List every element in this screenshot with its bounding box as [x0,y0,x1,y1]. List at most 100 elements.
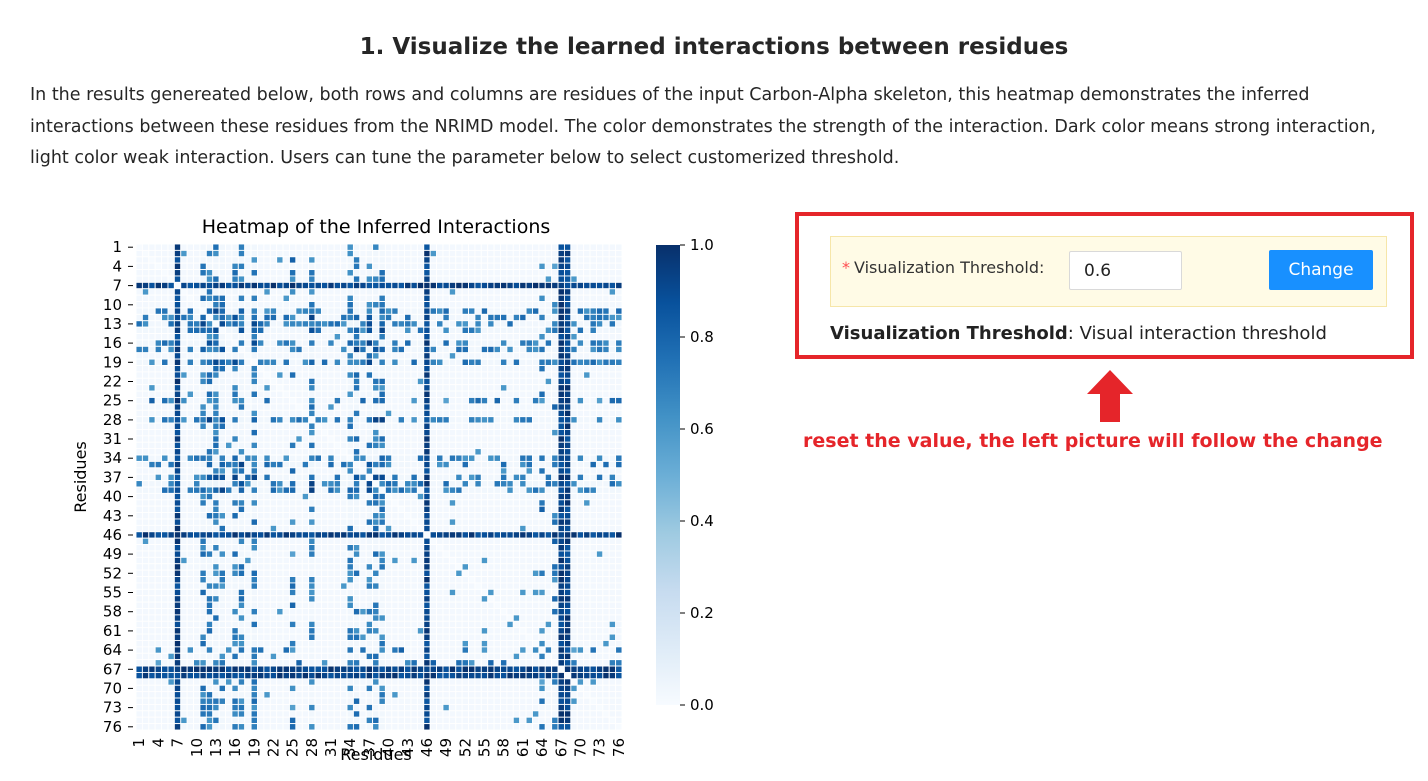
heatmap-cell [257,294,265,303]
heatmap-cell [500,454,508,462]
heatmap-cell [608,460,617,469]
heatmap-cell [551,313,559,322]
heatmap-cell [416,614,425,622]
heatmap-cell [397,448,406,456]
heatmap-cell [378,486,386,494]
heatmap-cell [231,608,239,616]
heatmap-cell [378,448,386,456]
heatmap-cell [225,249,233,258]
heatmap-cell [397,435,406,443]
heatmap-cell [506,275,514,283]
heatmap-cell [359,627,367,635]
heatmap-cell [512,428,521,437]
heatmap-cell [308,269,316,277]
heatmap-cell [493,345,501,354]
heatmap-cell [327,275,335,283]
heatmap-cell [244,294,252,303]
heatmap-cell [474,345,482,354]
heatmap-cell [141,460,150,469]
heatmap-cell [404,614,412,622]
heatmap-cell [333,608,342,616]
heatmap-cell [397,563,406,571]
heatmap-cell [378,499,386,507]
heatmap-cell [564,435,572,443]
heatmap-cell [493,588,501,597]
heatmap-cell [289,435,297,443]
heatmap-cell [141,384,150,392]
heatmap-cell [378,377,386,386]
heatmap-cell [480,499,489,507]
heatmap-cell [333,320,342,328]
heatmap-cell [506,403,514,411]
heatmap-cell [346,422,354,430]
heatmap-cell [602,512,610,520]
heatmap-cell [218,640,226,648]
heatmap-cell [615,499,623,507]
heatmap-cell [327,467,335,475]
heatmap-cell [148,467,156,475]
heatmap-cell [141,288,150,296]
heatmap-cell [308,563,316,571]
heatmap-cell [154,531,163,539]
heatmap-cell [173,409,182,418]
heatmap-cell [199,249,207,258]
heatmap-cell [308,499,316,507]
heatmap-cell [167,294,175,303]
heatmap-cell [340,563,348,571]
heatmap-cell [493,397,501,405]
heatmap-cell [500,294,508,303]
heatmap-cell [308,556,316,565]
heatmap-cell [180,480,188,488]
heatmap-cell [384,333,393,341]
heatmap-cell [308,614,316,622]
heatmap-cell [468,313,476,322]
heatmap-cell [378,422,386,430]
heatmap-cell [257,486,265,494]
heatmap-cell [429,595,438,603]
heatmap-cell [218,416,226,424]
heatmap-cell [448,365,457,373]
heatmap-cell [583,301,591,309]
heatmap-cell [257,352,265,360]
heatmap-cell [250,333,258,341]
heatmap-cell [218,512,226,520]
heatmap-cell [359,633,367,641]
heatmap-cell [327,422,335,430]
heatmap-cell [193,371,201,379]
heatmap-cell [314,486,322,494]
heatmap-cell [250,281,258,290]
heatmap-cell [589,608,597,616]
heatmap-cell [289,358,297,366]
heatmap-cell [557,288,565,296]
heatmap-cell [180,377,188,386]
heatmap-cell [205,537,214,546]
heatmap-cell [269,556,278,565]
heatmap-cell [289,614,297,622]
heatmap-cell [193,505,201,514]
heatmap-cell [551,608,559,616]
heatmap-cell [595,313,604,322]
heatmap-cell [589,345,597,354]
heatmap-cell [538,390,546,398]
heatmap-cell [391,652,399,661]
heatmap-cell [474,499,482,507]
heatmap-cell [378,397,386,405]
heatmap-cell [301,435,310,443]
heatmap-cell [416,326,425,334]
heatmap-cell [423,377,431,386]
heatmap-cell [359,454,367,462]
heatmap-cell [295,441,303,450]
heatmap-cell [429,294,438,303]
heatmap-cell [608,339,617,347]
heatmap-cell [135,652,143,661]
heatmap-cell [173,326,182,334]
heatmap-cell [583,454,591,462]
heatmap-cell [404,358,412,366]
heatmap-cell [583,582,591,590]
heatmap-cell [282,505,290,514]
heatmap-cell [474,492,482,501]
heatmap-cell [602,249,610,258]
heatmap-cell [225,403,233,411]
heatmap-cell [538,569,546,577]
heatmap-cell [416,301,425,309]
